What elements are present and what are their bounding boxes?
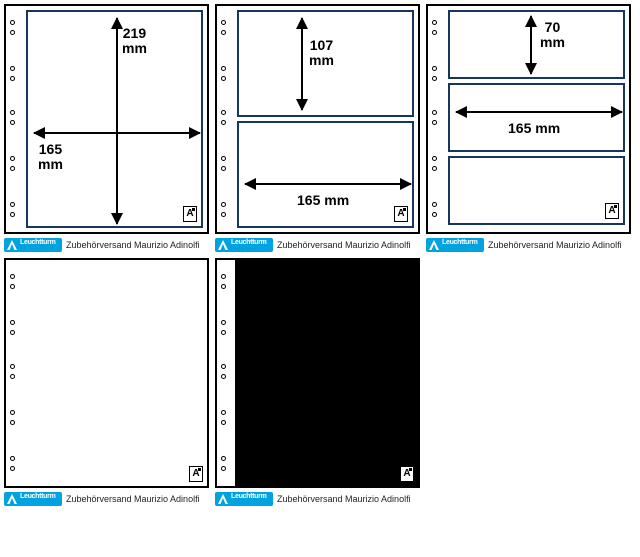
binder-holes	[217, 6, 235, 232]
brand-badge-icon: Leuchtturm	[215, 238, 273, 252]
brand-badge-icon: Leuchtturm	[215, 492, 273, 506]
width-arrow	[245, 183, 411, 185]
logo-corner-icon: A	[400, 466, 414, 482]
pocket: 107 mm	[237, 10, 414, 117]
pocket: 70 mm	[448, 10, 625, 79]
binder-holes	[6, 6, 24, 232]
logo-corner-icon: A	[605, 203, 619, 219]
vendor-caption: Zubehörversand Maurizio Adinolfi	[66, 494, 200, 504]
sheet-grid: 219 mm 165 mm A Leuchtturm Zubehörversan…	[0, 0, 640, 510]
brand-badge-icon: Leuchtturm	[4, 492, 62, 506]
width-label: 165 mm	[508, 121, 560, 136]
pocket: A	[448, 156, 625, 225]
pocket: 219 mm 165 mm A	[26, 10, 203, 228]
pocket: 165 mm A	[237, 121, 414, 228]
brand-badge-icon: Leuchtturm	[426, 238, 484, 252]
brand-name: Leuchtturm	[231, 239, 267, 246]
brand-name: Leuchtturm	[231, 493, 267, 500]
sheet-2-pocket: 107 mm 165 mm A Leuchtturm Zubehörversan…	[215, 4, 420, 252]
width-arrow	[456, 111, 622, 113]
brand-badge-icon: Leuchtturm	[4, 238, 62, 252]
width-label: 165 mm	[38, 142, 63, 173]
sheet-3-pocket: 70 mm 165 mm A Leuchtturm Zubehörversand…	[426, 4, 631, 252]
height-label: 107 mm	[309, 38, 334, 69]
brand-name: Leuchtturm	[442, 239, 478, 246]
pocket: 165 mm	[448, 83, 625, 152]
width-arrow	[34, 132, 200, 134]
binder-holes	[6, 260, 24, 486]
height-arrow	[301, 18, 303, 110]
logo-corner-icon: A	[183, 206, 197, 222]
sheet-blank-black: A Leuchtturm Zubehörversand Maurizio Adi…	[215, 258, 420, 506]
page-outline: 70 mm 165 mm A	[426, 4, 631, 234]
page-outline: A	[215, 258, 420, 488]
page-outline: A	[4, 258, 209, 488]
brand-name: Leuchtturm	[20, 493, 56, 500]
binder-holes	[217, 260, 235, 486]
height-arrow	[116, 18, 118, 224]
vendor-caption: Zubehörversand Maurizio Adinolfi	[488, 240, 622, 250]
vendor-caption: Zubehörversand Maurizio Adinolfi	[277, 240, 411, 250]
logo-corner-icon: A	[189, 466, 203, 482]
sheet-blank-white: A Leuchtturm Zubehörversand Maurizio Adi…	[4, 258, 209, 506]
brand-name: Leuchtturm	[20, 239, 56, 246]
height-arrow	[530, 16, 532, 74]
vendor-caption: Zubehörversand Maurizio Adinolfi	[66, 240, 200, 250]
page-outline: 219 mm 165 mm A	[4, 4, 209, 234]
vendor-caption: Zubehörversand Maurizio Adinolfi	[277, 494, 411, 504]
binder-holes	[428, 6, 446, 232]
width-label: 165 mm	[297, 193, 349, 208]
sheet-1-pocket: 219 mm 165 mm A Leuchtturm Zubehörversan…	[4, 4, 209, 252]
logo-corner-icon: A	[394, 206, 408, 222]
height-label: 70 mm	[540, 20, 565, 51]
height-label: 219 mm	[122, 26, 147, 57]
page-outline: 107 mm 165 mm A	[215, 4, 420, 234]
